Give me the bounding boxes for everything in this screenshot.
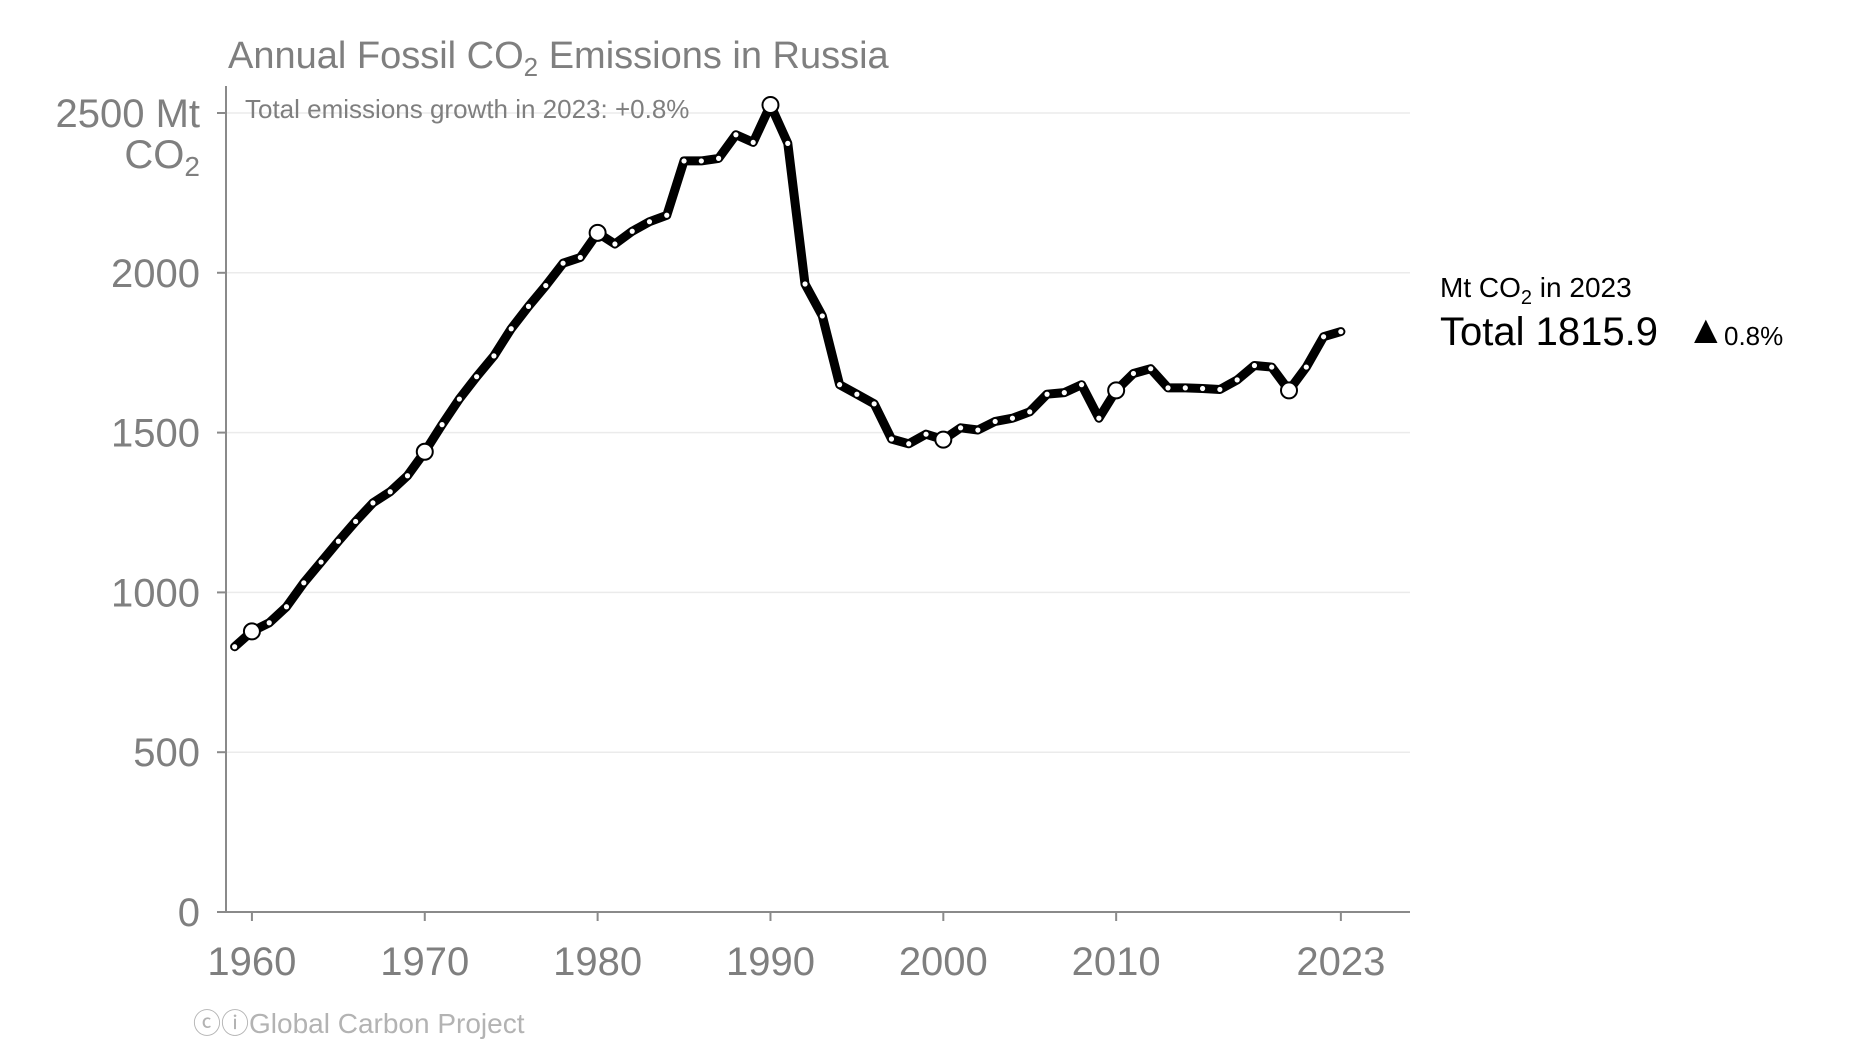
data-point-1961 xyxy=(266,620,272,626)
data-point-1995 xyxy=(854,391,860,397)
y-axis-unit-label: CO2 xyxy=(124,133,200,182)
x-tick-labels: 1960 1970 1980 1990 2000 2010 2023 xyxy=(207,940,1385,984)
data-point-1981 xyxy=(612,241,618,247)
legend-header: Mt CO2 in 2023 xyxy=(1440,272,1632,309)
data-point-1992 xyxy=(802,281,808,287)
y-tick-labels: 0 500 1000 1500 2000 xyxy=(111,252,200,935)
data-point-2019 xyxy=(1269,364,1275,370)
data-point-1976 xyxy=(525,303,532,309)
data-point-2015 xyxy=(1199,385,1206,392)
data-point-1979 xyxy=(577,254,583,261)
y-tick-label-0: 0 xyxy=(178,891,200,935)
data-point-2011 xyxy=(1130,370,1137,377)
x-tick-label-2010: 2010 xyxy=(1072,940,1161,984)
cc-license-icon: ⓒⓘ xyxy=(193,1008,249,1039)
data-point-2008 xyxy=(1078,382,1085,388)
data-point-1980 xyxy=(588,223,607,242)
axes xyxy=(225,86,1410,913)
data-point-2016 xyxy=(1217,386,1223,393)
data-point-1960 xyxy=(242,622,261,641)
data-point-1970 xyxy=(415,442,434,461)
chart-title: Annual Fossil CO2 Emissions in Russia xyxy=(228,35,890,82)
data-point-2018 xyxy=(1251,362,1258,369)
data-point-2003 xyxy=(992,418,998,425)
data-point-1994 xyxy=(837,382,843,388)
data-point-1989 xyxy=(750,139,756,146)
data-point-2004 xyxy=(1009,415,1016,421)
credit: ⓒⓘGlobal Carbon Project xyxy=(193,1008,525,1039)
data-point-1969 xyxy=(404,473,411,479)
y-tick-label-1500: 1500 xyxy=(111,412,200,456)
y-tick-label-2000: 2000 xyxy=(111,252,200,296)
data-point-1973 xyxy=(474,374,480,380)
data-point-2010 xyxy=(1107,381,1126,400)
chart-subtitle: Total emissions growth in 2023: +0.8% xyxy=(245,94,689,124)
x-tick-label-1980: 1980 xyxy=(553,940,642,984)
y-axis-top-label: 2500 Mt xyxy=(55,92,200,136)
legend-change-icon: ▲ xyxy=(1686,308,1726,352)
data-point-2012 xyxy=(1148,366,1154,372)
data-point-2017 xyxy=(1234,377,1240,383)
y-tick-label-1000: 1000 xyxy=(111,571,200,615)
x-tick-label-1960: 1960 xyxy=(207,940,296,984)
data-point-1978 xyxy=(560,260,566,266)
x-tick-label-1970: 1970 xyxy=(380,940,469,984)
x-tick-label-1990: 1990 xyxy=(726,940,815,984)
data-point-1962 xyxy=(283,604,290,610)
data-point-2023 xyxy=(1338,329,1344,335)
data-point-1986 xyxy=(698,158,704,164)
data-point-1967 xyxy=(370,500,376,506)
x-tick-label-2023: 2023 xyxy=(1296,940,1385,984)
data-point-1975 xyxy=(508,326,514,332)
legend: Mt CO2 in 2023 Total 1815.9 ▲ 0.8% xyxy=(1440,272,1783,354)
x-tick-label-2000: 2000 xyxy=(899,940,988,984)
data-point-2002 xyxy=(975,427,981,433)
data-point-1977 xyxy=(543,282,549,289)
data-point-1959 xyxy=(232,644,238,650)
data-point-1996 xyxy=(871,401,877,407)
data-point-2009 xyxy=(1096,415,1102,421)
data-point-1985 xyxy=(681,158,687,164)
data-point-1963 xyxy=(301,580,307,586)
data-point-2001 xyxy=(957,425,964,431)
data-point-1964 xyxy=(318,559,324,565)
data-point-1987 xyxy=(716,155,722,161)
data-point-1999 xyxy=(923,431,929,437)
data-point-1972 xyxy=(456,396,462,402)
series-line-total xyxy=(230,100,1346,652)
gridlines xyxy=(217,112,1410,921)
data-point-1984 xyxy=(664,212,670,218)
y-tick-label-500: 500 xyxy=(133,731,200,775)
data-point-1982 xyxy=(629,228,635,234)
data-point-2022 xyxy=(1320,334,1327,340)
data-point-1997 xyxy=(888,436,895,442)
data-point-2007 xyxy=(1061,390,1067,396)
data-point-2020 xyxy=(1280,381,1299,400)
data-point-2014 xyxy=(1182,385,1188,391)
data-point-1988 xyxy=(733,132,739,138)
data-point-1983 xyxy=(646,219,653,225)
data-point-2006 xyxy=(1044,391,1050,397)
data-point-1971 xyxy=(439,422,445,428)
data-point-1966 xyxy=(353,518,359,525)
legend-change-value: 0.8% xyxy=(1724,321,1783,351)
data-point-2021 xyxy=(1303,364,1309,370)
data-point-2013 xyxy=(1165,385,1171,391)
data-points xyxy=(232,96,1344,650)
data-point-1965 xyxy=(335,538,341,544)
data-point-1990 xyxy=(761,96,780,115)
data-point-1998 xyxy=(906,441,912,447)
legend-total: Total 1815.9 xyxy=(1440,310,1658,354)
data-point-2000 xyxy=(934,430,953,449)
data-point-1974 xyxy=(491,353,497,359)
data-point-1993 xyxy=(819,313,825,319)
data-point-1968 xyxy=(387,489,393,495)
data-point-2005 xyxy=(1027,409,1033,415)
data-point-1991 xyxy=(785,140,791,146)
